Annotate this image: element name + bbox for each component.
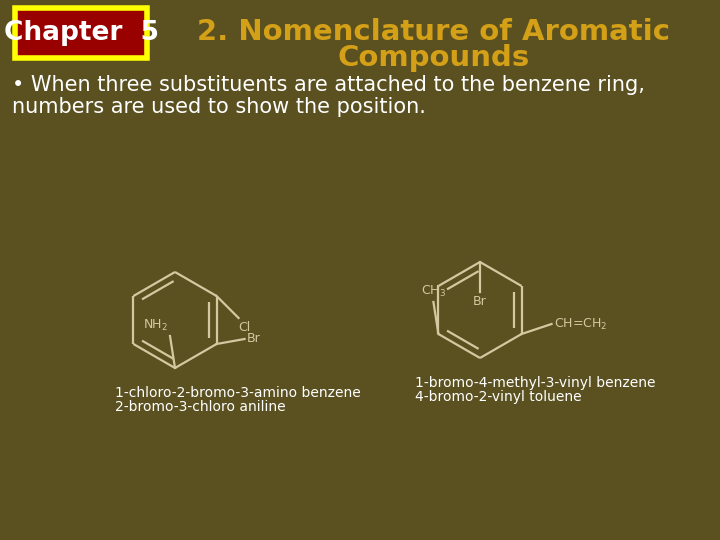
Text: 2. Nomenclature of Aromatic: 2. Nomenclature of Aromatic [197,18,670,46]
Text: 2-bromo-3-chloro aniline: 2-bromo-3-chloro aniline [115,400,286,414]
Text: 1-chloro-2-bromo-3-amino benzene: 1-chloro-2-bromo-3-amino benzene [115,386,361,400]
Text: Cl: Cl [238,321,251,334]
Text: CH=CH$_2$: CH=CH$_2$ [554,316,607,332]
Text: numbers are used to show the position.: numbers are used to show the position. [12,97,426,117]
Text: CH$_3$: CH$_3$ [421,284,446,299]
Text: NH$_2$: NH$_2$ [143,318,168,333]
Text: Br: Br [246,333,261,346]
Text: 4-bromo-2-vinyl toluene: 4-bromo-2-vinyl toluene [415,390,582,404]
Text: Br: Br [473,295,487,308]
Text: Compounds: Compounds [338,44,530,72]
Text: Chapter  5: Chapter 5 [4,20,158,46]
Text: 1-bromo-4-methyl-3-vinyl benzene: 1-bromo-4-methyl-3-vinyl benzene [415,376,655,390]
Text: • When three substituents are attached to the benzene ring,: • When three substituents are attached t… [12,75,645,95]
FancyBboxPatch shape [15,8,147,58]
